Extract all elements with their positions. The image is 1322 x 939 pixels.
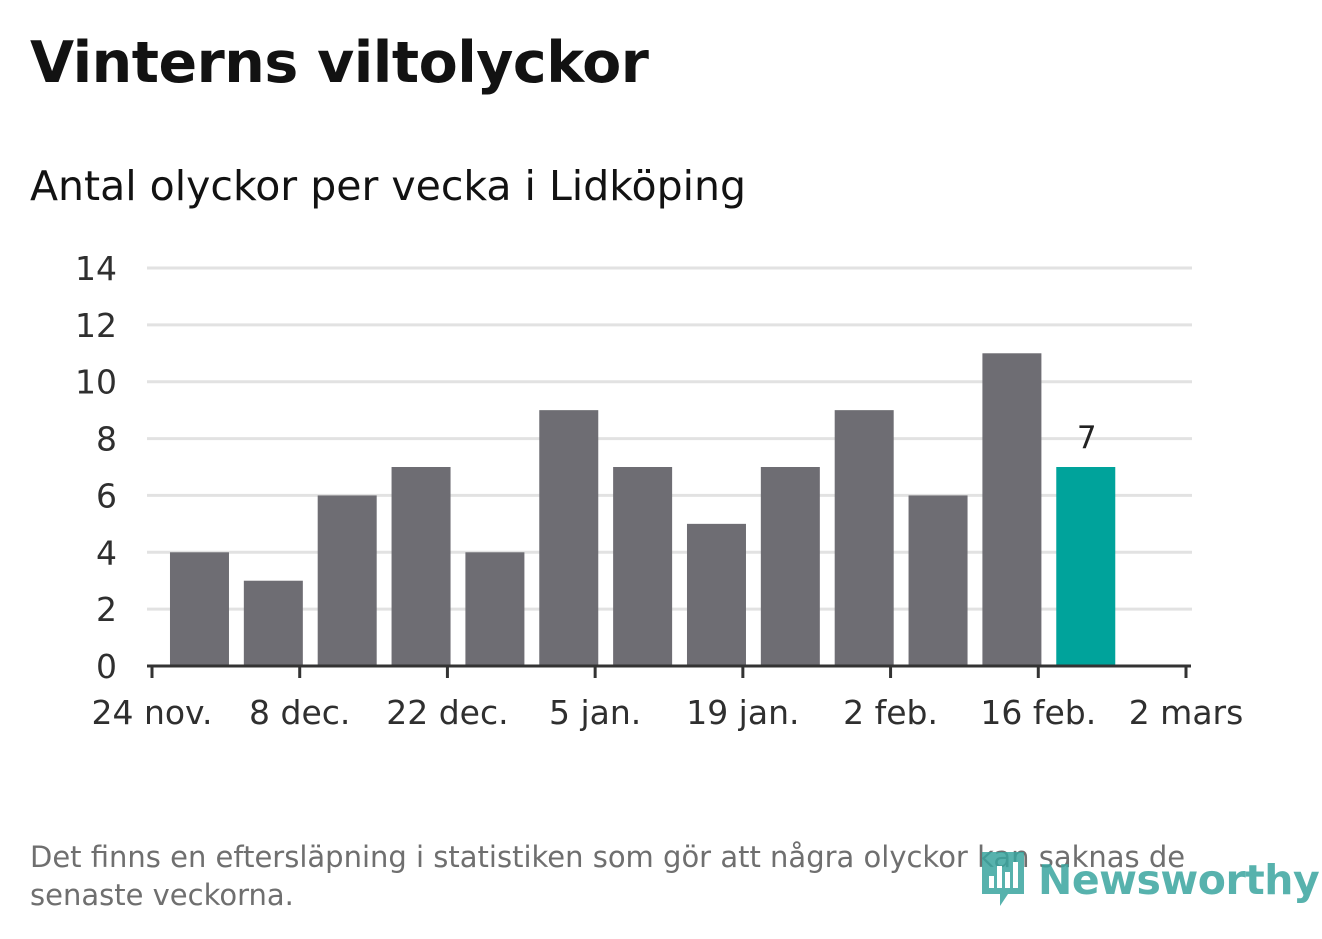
bar	[169, 552, 229, 666]
bar	[465, 552, 525, 666]
bar	[760, 467, 820, 666]
y-axis: 0 2 4 6 8 10 12 14	[75, 249, 117, 686]
bar	[834, 410, 894, 666]
bar	[982, 353, 1042, 666]
bar	[317, 495, 377, 666]
x-tick-label: 24 nov.	[91, 693, 212, 732]
x-tick-label: 16 feb.	[980, 693, 1096, 732]
x-tick-label: 5 jan.	[549, 693, 641, 732]
y-tick-label: 0	[96, 647, 117, 686]
bar	[1056, 467, 1116, 666]
y-tick-label: 12	[75, 306, 117, 345]
y-tick-label: 10	[75, 363, 117, 402]
x-tick-label: 8 dec.	[249, 693, 350, 732]
x-tick-label: 22 dec.	[386, 693, 508, 732]
x-axis: 24 nov. 8 dec. 22 dec. 5 jan. 19 jan. 2 feb. 1…	[91, 664, 1244, 732]
newsworthy-logo: Newsworthy	[978, 848, 1320, 912]
y-tick-label: 4	[96, 533, 117, 572]
bars	[169, 353, 1116, 666]
logo-text: Newsworthy	[1038, 856, 1320, 904]
y-tick-label: 8	[96, 420, 117, 459]
bar	[686, 523, 746, 666]
y-tick-label: 6	[96, 476, 117, 515]
bar	[243, 580, 303, 666]
x-tick-label: 2 mars	[1129, 693, 1244, 732]
y-tick-label: 14	[75, 249, 117, 288]
y-tick-label: 2	[96, 590, 117, 629]
x-tick-label: 2 feb.	[843, 693, 938, 732]
newsworthy-logo-icon	[982, 852, 1024, 906]
bar	[613, 467, 673, 666]
bar	[391, 467, 451, 666]
chart-subtitle: Antal olyckor per vecka i Lidköping	[30, 162, 747, 210]
data-labels: 7	[1077, 420, 1097, 456]
chart-title: Vinterns viltolyckor	[30, 30, 649, 96]
bar	[908, 495, 968, 666]
data-label: 7	[1077, 420, 1097, 456]
x-tick-label: 19 jan.	[686, 693, 799, 732]
bar	[539, 410, 599, 666]
